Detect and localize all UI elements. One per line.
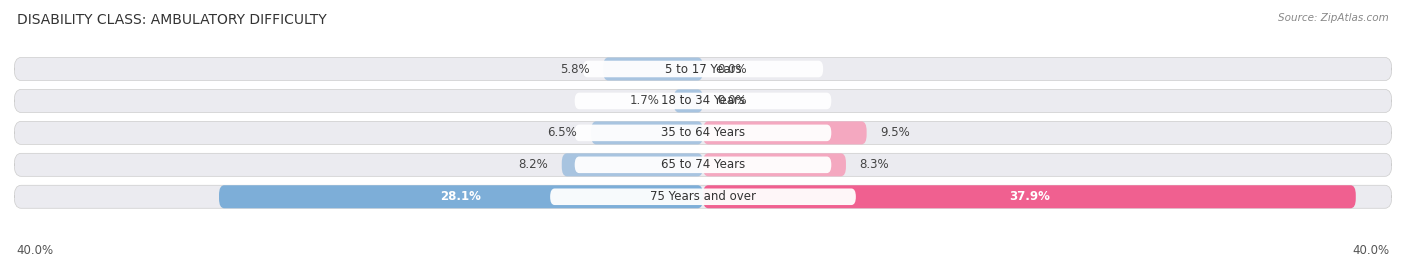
FancyBboxPatch shape — [562, 153, 703, 176]
FancyBboxPatch shape — [673, 90, 703, 113]
Text: 18 to 34 Years: 18 to 34 Years — [661, 94, 745, 107]
Text: 0.0%: 0.0% — [717, 62, 747, 76]
FancyBboxPatch shape — [583, 61, 823, 77]
Text: 40.0%: 40.0% — [1353, 244, 1389, 257]
Text: 65 to 74 Years: 65 to 74 Years — [661, 158, 745, 171]
FancyBboxPatch shape — [14, 153, 1392, 176]
FancyBboxPatch shape — [591, 121, 703, 144]
FancyBboxPatch shape — [703, 121, 866, 144]
FancyBboxPatch shape — [550, 188, 856, 205]
FancyBboxPatch shape — [703, 153, 846, 176]
Text: 35 to 64 Years: 35 to 64 Years — [661, 126, 745, 139]
Text: 0.0%: 0.0% — [717, 94, 747, 107]
FancyBboxPatch shape — [219, 185, 703, 208]
FancyBboxPatch shape — [14, 121, 1392, 144]
Text: 8.3%: 8.3% — [859, 158, 890, 171]
FancyBboxPatch shape — [603, 58, 703, 80]
Text: DISABILITY CLASS: AMBULATORY DIFFICULTY: DISABILITY CLASS: AMBULATORY DIFFICULTY — [17, 13, 326, 27]
Text: 5.8%: 5.8% — [560, 62, 589, 76]
FancyBboxPatch shape — [575, 125, 831, 141]
FancyBboxPatch shape — [14, 185, 1392, 208]
Text: 40.0%: 40.0% — [17, 244, 53, 257]
Text: 9.5%: 9.5% — [880, 126, 910, 139]
Text: 75 Years and over: 75 Years and over — [650, 190, 756, 203]
Text: 6.5%: 6.5% — [547, 126, 578, 139]
Text: 8.2%: 8.2% — [519, 158, 548, 171]
FancyBboxPatch shape — [14, 90, 1392, 113]
FancyBboxPatch shape — [575, 157, 831, 173]
FancyBboxPatch shape — [575, 93, 831, 109]
Text: Source: ZipAtlas.com: Source: ZipAtlas.com — [1278, 13, 1389, 23]
Text: 37.9%: 37.9% — [1010, 190, 1050, 203]
Text: 1.7%: 1.7% — [630, 94, 659, 107]
Text: 28.1%: 28.1% — [440, 190, 481, 203]
Text: 5 to 17 Years: 5 to 17 Years — [665, 62, 741, 76]
FancyBboxPatch shape — [14, 58, 1392, 80]
FancyBboxPatch shape — [703, 185, 1355, 208]
